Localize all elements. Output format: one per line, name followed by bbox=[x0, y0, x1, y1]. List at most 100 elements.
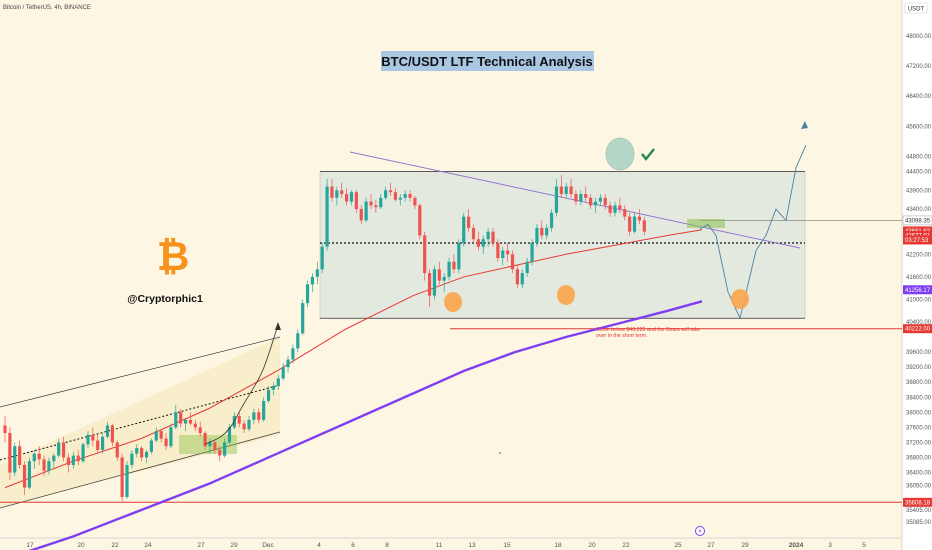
candle bbox=[179, 408, 183, 428]
candle bbox=[340, 182, 344, 198]
candle bbox=[271, 382, 275, 396]
arrow-head-left bbox=[275, 322, 281, 330]
candle bbox=[369, 194, 373, 210]
candle bbox=[535, 224, 539, 247]
price-tick-label: 36800.00 bbox=[906, 455, 932, 461]
candle bbox=[135, 444, 139, 458]
candle bbox=[183, 417, 188, 432]
time-tick-label: 22 bbox=[622, 542, 630, 549]
candle bbox=[86, 431, 90, 449]
candle bbox=[354, 190, 358, 213]
time-tick-label: 8 bbox=[385, 542, 389, 549]
price-tick-label: 38000.00 bbox=[906, 410, 932, 416]
support-touch-circle-3 bbox=[731, 289, 749, 309]
demand-zone-right bbox=[687, 219, 725, 228]
candle bbox=[174, 404, 178, 430]
price-tick-label: 45600.00 bbox=[906, 124, 932, 130]
candle bbox=[81, 442, 85, 464]
candle bbox=[130, 449, 134, 469]
candle bbox=[71, 451, 75, 469]
price-tick-label: 39200.00 bbox=[906, 365, 932, 371]
time-tick-label: 22 bbox=[111, 542, 119, 549]
candle bbox=[589, 194, 593, 210]
annotation-line-2: over in the short term. bbox=[596, 333, 648, 339]
candle bbox=[515, 265, 519, 289]
candle bbox=[61, 436, 66, 462]
candle bbox=[491, 227, 495, 247]
candle bbox=[525, 258, 529, 277]
candle bbox=[305, 280, 310, 307]
author-handle: @Cryptorphic1 bbox=[127, 293, 203, 305]
candle bbox=[208, 438, 212, 454]
candle bbox=[227, 423, 232, 445]
candle bbox=[642, 216, 646, 236]
candle bbox=[13, 442, 17, 477]
svg-text:03:27:53: 03:27:53 bbox=[905, 238, 929, 244]
channel-mid-line bbox=[0, 384, 281, 461]
candle bbox=[110, 423, 114, 447]
time-axis-ticks: 17 20 22 24 27 29 Dec 4 6 8 11 13 15 18 20 22 25 27 29 2024… bbox=[26, 542, 866, 549]
candle bbox=[22, 461, 27, 496]
stray-dot bbox=[499, 452, 501, 454]
checkmark-icon bbox=[641, 148, 655, 161]
candle bbox=[47, 457, 51, 475]
projection-path-left bbox=[204, 324, 279, 445]
channel-upper-line bbox=[0, 336, 281, 408]
bitcoin-logo-icon: ₿ bbox=[157, 235, 190, 279]
candle bbox=[42, 455, 46, 477]
candle bbox=[27, 457, 31, 490]
candle bbox=[427, 269, 432, 307]
candle bbox=[584, 186, 588, 202]
currency-badge[interactable] bbox=[904, 2, 928, 14]
candle bbox=[462, 212, 466, 247]
candle bbox=[374, 199, 378, 213]
time-tick-label: 13 bbox=[468, 542, 476, 549]
candle bbox=[144, 449, 149, 464]
moving-average-purple bbox=[28, 300, 703, 550]
candle bbox=[203, 431, 207, 450]
arrow-head-right bbox=[801, 121, 808, 129]
candle bbox=[349, 190, 354, 206]
price-tick-label: 37600.00 bbox=[906, 425, 932, 431]
price-tick-label: 36050.00 bbox=[906, 484, 932, 490]
time-tick-label: 4 bbox=[317, 542, 321, 549]
price-tick-label: 44800.00 bbox=[906, 154, 932, 160]
candle bbox=[266, 385, 271, 403]
candle bbox=[447, 258, 451, 281]
candle bbox=[140, 446, 144, 462]
price-tick-label: 42200.00 bbox=[906, 252, 932, 258]
candle bbox=[593, 197, 598, 213]
price-tag: 40222.00 bbox=[903, 324, 932, 334]
svg-text:40222.00: 40222.00 bbox=[905, 327, 931, 333]
annotation-line-1: Close below $40,222 and the Bears will t… bbox=[596, 327, 700, 333]
candle bbox=[193, 419, 197, 432]
price-tag: 35608.18 bbox=[903, 497, 932, 507]
candle bbox=[345, 188, 349, 206]
price-tick-label: 35085.00 bbox=[906, 520, 932, 526]
candle bbox=[66, 453, 71, 473]
candle bbox=[632, 212, 637, 234]
candle bbox=[37, 446, 41, 465]
time-tick-label: 6 bbox=[351, 542, 355, 549]
candle bbox=[149, 438, 153, 454]
candle bbox=[237, 412, 241, 428]
candle bbox=[291, 344, 295, 364]
candle bbox=[188, 412, 193, 426]
time-tick-label: 15 bbox=[503, 542, 511, 549]
candle bbox=[120, 453, 124, 503]
price-tick-label: 37200.00 bbox=[906, 440, 932, 446]
event-marker-icon[interactable] bbox=[695, 526, 705, 536]
support-touch-circle-1 bbox=[444, 292, 462, 312]
symbol-label: Bitcoin / TetherUS, 4h, BINANCE bbox=[3, 5, 91, 11]
candle bbox=[423, 231, 427, 281]
candle bbox=[320, 242, 324, 274]
candle bbox=[530, 239, 534, 266]
time-tick-label: 20 bbox=[588, 542, 596, 549]
candle bbox=[364, 197, 368, 223]
candle bbox=[393, 188, 397, 202]
candle bbox=[242, 419, 246, 434]
support-touch-circle-2 bbox=[557, 285, 575, 305]
price-tick-label: 35405.00 bbox=[906, 508, 932, 514]
candle bbox=[608, 201, 612, 217]
